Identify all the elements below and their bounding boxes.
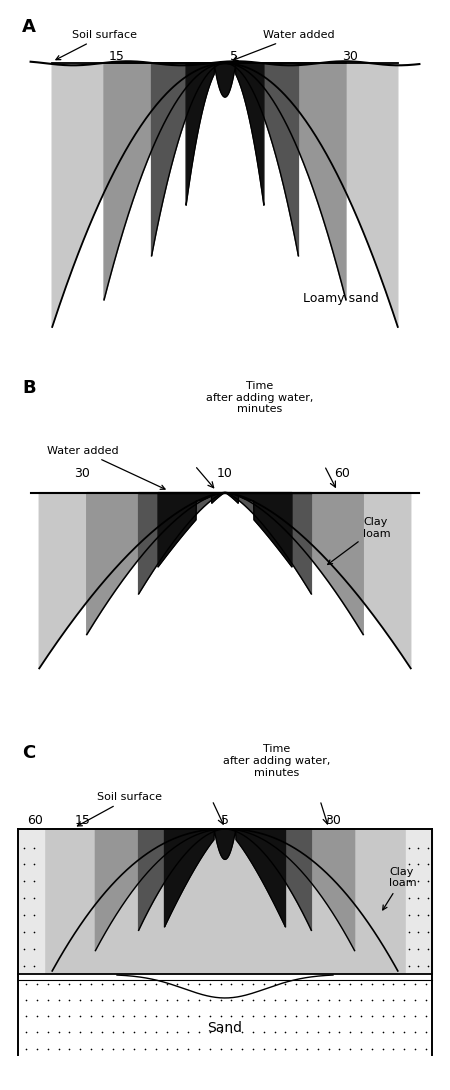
Polygon shape (18, 829, 44, 974)
Polygon shape (406, 829, 432, 974)
Polygon shape (139, 829, 311, 931)
Text: Loamy sand: Loamy sand (303, 292, 378, 304)
Text: Sand: Sand (207, 1020, 243, 1034)
Text: Time
after adding water,
minutes: Time after adding water, minutes (223, 744, 331, 777)
Text: 15: 15 (75, 814, 90, 827)
Text: 30: 30 (325, 814, 341, 827)
Text: Soil surface: Soil surface (56, 29, 136, 60)
Text: 30: 30 (342, 50, 358, 63)
Polygon shape (52, 829, 398, 971)
Text: Water added: Water added (47, 446, 165, 489)
Text: Time
after adding water,
minutes: Time after adding water, minutes (206, 382, 313, 414)
Text: 60: 60 (27, 814, 43, 827)
Text: 30: 30 (75, 468, 90, 481)
Polygon shape (165, 829, 285, 926)
Text: Clay
loam: Clay loam (328, 517, 391, 565)
Polygon shape (52, 63, 398, 327)
Text: C: C (22, 744, 35, 762)
Polygon shape (139, 493, 311, 594)
Polygon shape (104, 63, 346, 300)
Polygon shape (158, 493, 292, 567)
Polygon shape (87, 493, 363, 634)
Text: 5: 5 (230, 50, 238, 63)
Polygon shape (18, 974, 432, 1055)
Text: 10: 10 (217, 468, 233, 481)
Polygon shape (39, 493, 411, 668)
Polygon shape (152, 63, 298, 256)
Text: 5: 5 (221, 814, 229, 827)
Text: 15: 15 (109, 50, 125, 63)
Text: Clay
loam: Clay loam (383, 867, 417, 910)
Text: A: A (22, 17, 36, 36)
Polygon shape (44, 829, 406, 974)
Text: Soil surface: Soil surface (77, 792, 162, 826)
Text: B: B (22, 379, 36, 398)
Text: 60: 60 (334, 468, 350, 481)
Polygon shape (95, 829, 355, 950)
Polygon shape (186, 63, 264, 205)
Text: Water added: Water added (233, 29, 334, 61)
